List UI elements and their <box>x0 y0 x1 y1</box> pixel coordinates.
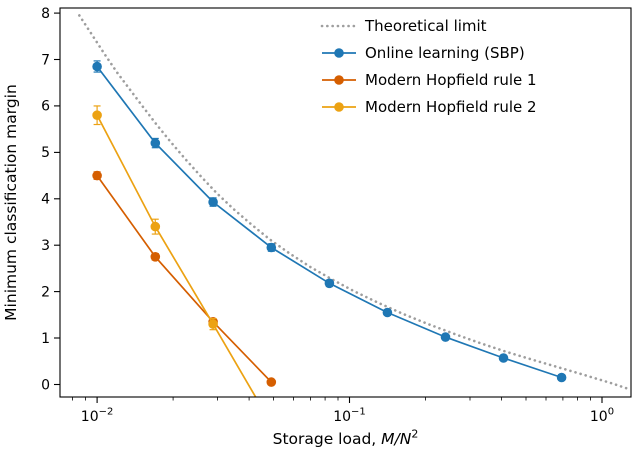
data-point-marker <box>150 221 161 232</box>
y-axis-tick-label: 6 <box>41 99 50 115</box>
legend-sample-marker <box>334 48 344 58</box>
series-modern-hopfield-rule-1 <box>92 170 277 387</box>
data-point-marker <box>266 242 277 253</box>
data-point-marker <box>382 307 393 318</box>
x-axis-minor-ticks <box>72 397 591 401</box>
series-line <box>78 14 631 391</box>
y-axis-tick-label: 8 <box>41 6 50 22</box>
data-point-marker <box>150 138 161 148</box>
legend-item-theoretical-limit: Theoretical limit <box>320 17 487 35</box>
data-point-marker <box>150 251 161 262</box>
legend-label: Theoretical limit <box>364 17 487 35</box>
x-axis-label: Storage load, M/N2 <box>273 428 419 449</box>
y-axis-tick-label: 7 <box>41 52 50 68</box>
y-axis-tick-label: 3 <box>41 238 50 254</box>
series-online-learning-sbp <box>92 60 567 383</box>
series-modern-hopfield-rule-2 <box>92 105 276 429</box>
series-line <box>96 175 272 383</box>
y-axis-tick-label: 5 <box>41 145 50 161</box>
y-axis-tick-label: 1 <box>41 331 50 347</box>
series-line <box>96 114 257 397</box>
legend: Theoretical limit Online learning (SBP) Mo… <box>320 17 537 116</box>
y-axis-tick-label: 4 <box>41 192 50 208</box>
x-axis-tick-label: 100 <box>590 407 614 426</box>
y-axis-tick-label: 2 <box>41 284 50 300</box>
plot-border <box>59 7 632 398</box>
data-point-marker <box>440 332 451 342</box>
x-axis-tick-label: 10−2 <box>81 407 114 426</box>
legend-label: Modern Hopfield rule 1 <box>365 71 537 89</box>
legend-item-modern-hopfield-rule-1: Modern Hopfield rule 1 <box>322 71 537 89</box>
data-point-marker <box>498 353 509 363</box>
legend-sample-marker <box>334 75 344 85</box>
axes: 10−2 10−1 100 0 1 2 3 4 5 6 7 8 <box>41 6 614 425</box>
legend-label: Online learning (SBP) <box>365 44 525 62</box>
y-axis-label: Minimum classification margin <box>2 84 20 321</box>
data-point-marker <box>208 197 218 207</box>
data-point-marker <box>556 372 567 383</box>
data-point-marker <box>324 278 335 289</box>
legend-item-online-learning-sbp: Online learning (SBP) <box>322 44 525 62</box>
data-point-marker <box>92 110 102 120</box>
legend-sample-marker <box>334 102 344 112</box>
data-point-marker <box>267 420 276 429</box>
legend-item-modern-hopfield-rule-2: Modern Hopfield rule 2 <box>322 98 537 116</box>
x-axis-tick-label: 10−1 <box>333 407 366 426</box>
data-point-marker <box>92 61 102 72</box>
data-point-marker <box>92 170 102 181</box>
legend-label: Modern Hopfield rule 2 <box>365 98 537 116</box>
series-theoretical-limit <box>78 14 631 391</box>
y-axis-tick-label: 0 <box>41 377 50 393</box>
data-point-marker <box>208 319 218 329</box>
data-point-marker <box>266 377 277 387</box>
